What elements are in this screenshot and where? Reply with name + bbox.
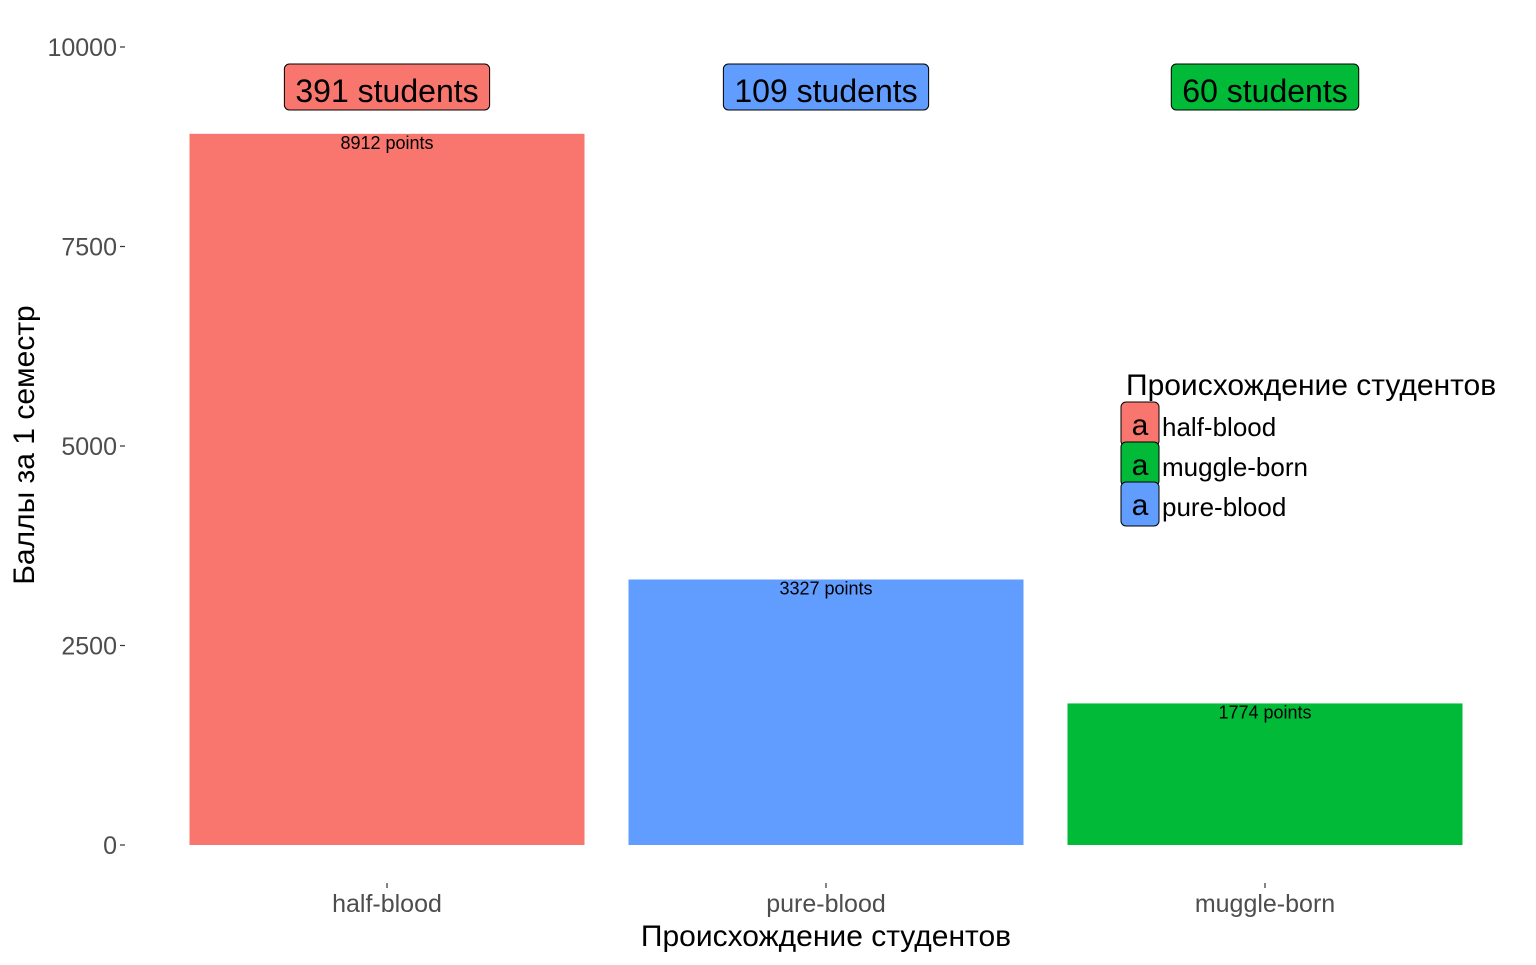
bar-value-label: 3327 points bbox=[779, 579, 872, 599]
x-axis: half-blood pure-blood muggle-born bbox=[332, 883, 1335, 918]
bar-value-label: 8912 points bbox=[340, 133, 433, 153]
count-label: 391 students bbox=[283, 63, 491, 111]
x-axis-title: Происхождение студентов bbox=[641, 920, 1011, 953]
count-label: 60 students bbox=[1170, 63, 1360, 111]
legend-title: Происхождение студентов bbox=[1126, 369, 1496, 402]
bar bbox=[1067, 703, 1463, 845]
legend: Происхождение студентов a half-blood a mugg… bbox=[1120, 369, 1496, 527]
y-tick-label: 10000 bbox=[47, 34, 117, 62]
y-tick-label: 0 bbox=[103, 832, 117, 860]
count-label-box bbox=[1170, 63, 1360, 111]
count-label-text: 60 students bbox=[1182, 73, 1347, 109]
legend-key-glyph: a bbox=[1132, 489, 1149, 522]
bar-value-label: 1774 points bbox=[1218, 702, 1311, 722]
y-tick-label: 7500 bbox=[61, 234, 117, 262]
legend-key bbox=[1120, 481, 1160, 527]
legend-item: a half-blood bbox=[1120, 401, 1276, 447]
count-label-text: 391 students bbox=[295, 73, 478, 109]
y-tick-label: 2500 bbox=[61, 633, 117, 661]
y-axis: 0 2500 5000 7500 10000 bbox=[47, 34, 125, 860]
legend-label: half-blood bbox=[1162, 412, 1276, 442]
count-label: 109 students bbox=[722, 63, 930, 111]
legend-item: a pure-blood bbox=[1120, 481, 1286, 527]
count-label-text: 109 students bbox=[734, 73, 917, 109]
y-tick-label: 5000 bbox=[61, 433, 117, 461]
legend-item: a muggle-born bbox=[1120, 441, 1308, 487]
count-label-box bbox=[722, 63, 930, 111]
x-tick-label: half-blood bbox=[332, 890, 442, 918]
legend-label: muggle-born bbox=[1162, 452, 1308, 482]
bar bbox=[628, 579, 1024, 845]
y-axis-title: Баллы за 1 семестр bbox=[8, 305, 41, 585]
count-label-box bbox=[283, 63, 491, 111]
x-tick-label: muggle-born bbox=[1195, 890, 1335, 918]
legend-key-glyph: a bbox=[1132, 449, 1149, 482]
bar bbox=[189, 133, 585, 846]
legend-key-glyph: a bbox=[1132, 409, 1149, 442]
x-tick-label: pure-blood bbox=[766, 890, 886, 918]
legend-label: pure-blood bbox=[1162, 492, 1286, 522]
bars: 8912 points 391 students 3327 points 109 st… bbox=[189, 63, 1463, 846]
